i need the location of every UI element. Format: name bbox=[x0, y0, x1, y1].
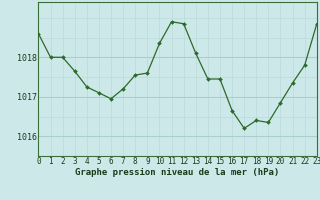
X-axis label: Graphe pression niveau de la mer (hPa): Graphe pression niveau de la mer (hPa) bbox=[76, 168, 280, 177]
